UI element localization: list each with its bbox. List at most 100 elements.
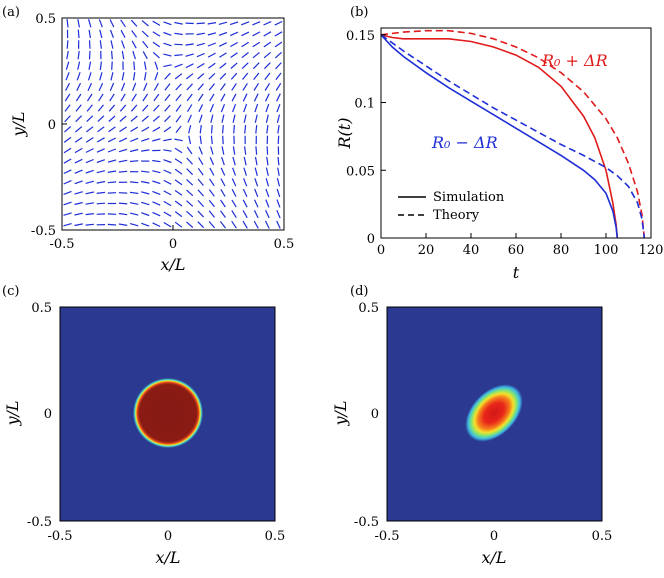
- director-segment: [274, 31, 283, 37]
- director-segment: [76, 72, 81, 81]
- director-segment: [118, 137, 128, 143]
- x-tick-label: 40: [463, 243, 480, 258]
- director-segment: [121, 72, 125, 81]
- director-segment: [74, 223, 83, 227]
- director-segment: [133, 61, 136, 70]
- director-segment: [85, 180, 94, 184]
- panel-c-ytick: 0.5: [31, 301, 52, 316]
- director-segment: [263, 41, 272, 48]
- director-segment: [63, 223, 72, 227]
- director-segment: [77, 50, 80, 60]
- panel-d-xtick: -0.5: [374, 529, 399, 544]
- director-segment: [242, 220, 248, 229]
- director-segment: [99, 40, 102, 49]
- director-segment: [63, 180, 72, 185]
- director-segment: [153, 93, 160, 102]
- panel-a-ylabel: y/L: [9, 111, 28, 137]
- director-segment: [218, 31, 228, 36]
- director-segment: [198, 146, 203, 155]
- director-segment: [264, 93, 270, 102]
- director-segment: [275, 72, 282, 80]
- panel-a-ytick: 0.5: [35, 12, 56, 27]
- director-segment: [220, 188, 226, 197]
- director-segment: [208, 221, 216, 229]
- director-segment: [229, 31, 239, 37]
- x-tick-label: 0: [377, 243, 385, 258]
- director-segment: [263, 21, 272, 26]
- director-segment: [77, 19, 80, 28]
- director-segment: [265, 210, 270, 219]
- director-segment: [140, 180, 150, 184]
- director-segment: [186, 210, 194, 218]
- director-segment: [210, 114, 214, 123]
- x-tick-label: 100: [594, 243, 619, 258]
- director-segment: [152, 159, 161, 163]
- director-segment: [163, 190, 172, 196]
- director-segment: [141, 30, 149, 38]
- director-segment: [186, 189, 194, 197]
- director-segment: [207, 32, 217, 36]
- director-segment: [232, 156, 236, 166]
- director-segment: [99, 61, 102, 70]
- director-segment: [244, 146, 247, 155]
- director-segment: [209, 103, 215, 113]
- director-segment: [263, 31, 272, 37]
- director-segment: [163, 21, 172, 26]
- director-segment: [265, 199, 270, 208]
- panel-a-ticks: [61, 17, 285, 231]
- series-line-minus-dashed: [380, 34, 646, 239]
- director-segment: [152, 138, 161, 142]
- director-segment: [120, 19, 126, 28]
- director-segment: [220, 83, 226, 91]
- director-segment: [98, 19, 103, 28]
- director-segment: [241, 52, 249, 59]
- series-line-minus-solid: [380, 34, 619, 239]
- director-segment: [243, 167, 247, 176]
- director-segment: [65, 82, 71, 91]
- director-segment: [96, 180, 106, 184]
- director-segment: [254, 167, 258, 176]
- director-segment: [74, 147, 83, 154]
- director-segment: [96, 202, 106, 205]
- director-segment: [174, 211, 183, 218]
- director-segment: [197, 221, 205, 229]
- director-segment: [208, 189, 215, 197]
- director-segment: [107, 223, 117, 226]
- director-segment: [252, 62, 260, 70]
- director-segment: [118, 202, 128, 205]
- director-segment: [96, 170, 106, 174]
- director-segment: [219, 72, 227, 80]
- director-segment: [175, 93, 182, 102]
- director-segment: [154, 61, 159, 70]
- director-segment: [196, 52, 205, 58]
- director-segment: [253, 199, 259, 208]
- director-segment: [230, 72, 238, 80]
- director-segment: [185, 73, 194, 80]
- director-segment: [86, 115, 94, 123]
- director-segment: [141, 212, 150, 217]
- director-segment: [186, 200, 194, 207]
- director-segment: [152, 222, 161, 228]
- director-segment: [275, 62, 282, 70]
- x-tick-label: 20: [418, 243, 435, 258]
- director-segment: [276, 93, 281, 102]
- director-segment: [74, 201, 83, 206]
- director-segment: [152, 126, 161, 132]
- director-segment: [163, 179, 172, 185]
- director-segment: [188, 135, 192, 145]
- panel-d-ytick: 0.5: [358, 301, 379, 316]
- director-segment: [242, 72, 249, 80]
- director-segment: [129, 191, 139, 195]
- director-segment: [276, 209, 281, 219]
- director-segment: [207, 22, 217, 25]
- panel-c-xtick: -0.5: [47, 529, 72, 544]
- director-segment: [174, 147, 183, 154]
- director-segment: [221, 156, 225, 166]
- director-segment: [118, 212, 128, 216]
- director-segment: [231, 210, 237, 219]
- panel-b-annotation-plus: R₀ + ΔR: [541, 51, 608, 70]
- director-segment: [196, 62, 205, 69]
- director-segment: [174, 158, 183, 164]
- director-segment: [66, 40, 69, 49]
